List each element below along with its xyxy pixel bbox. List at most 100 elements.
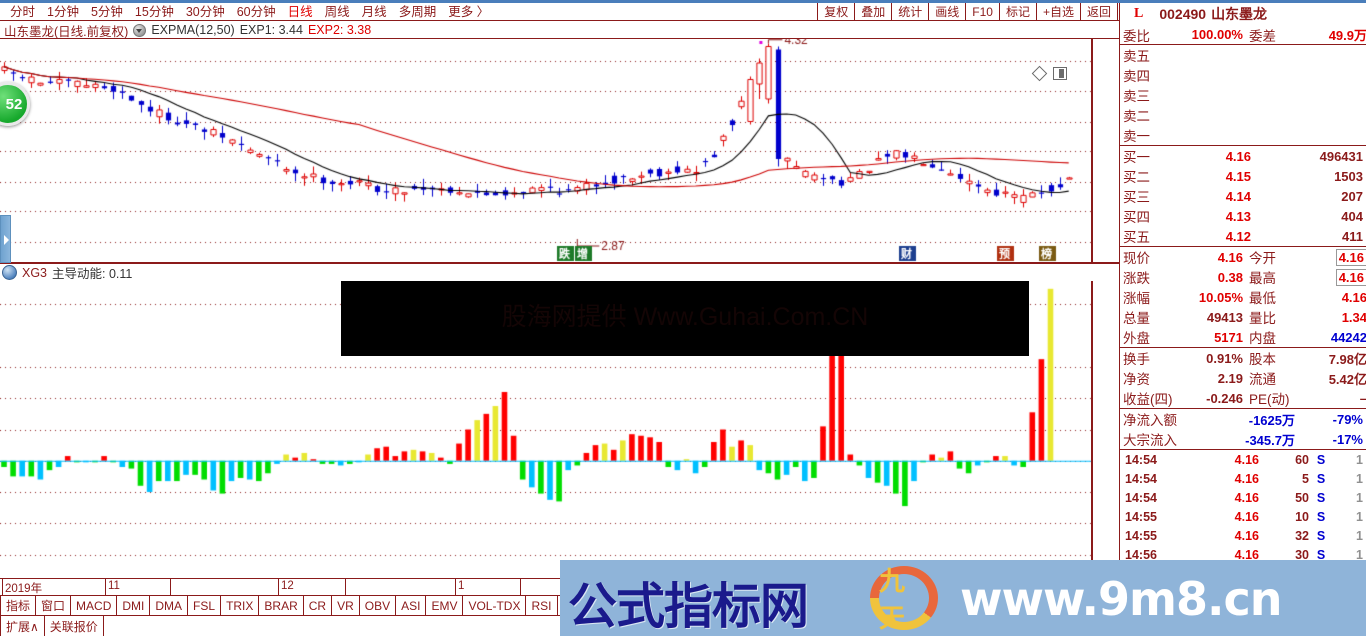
- stock-name: 山东墨龙: [1211, 6, 1268, 22]
- tool-F10[interactable]: F10: [965, 3, 999, 21]
- indicator-button-VOL-TDX[interactable]: VOL-TDX: [463, 596, 527, 615]
- tick-row[interactable]: 14:55 4.16 32 S 1: [1120, 526, 1366, 545]
- indicator-code: XG3: [22, 265, 48, 280]
- period-9[interactable]: 多周期: [398, 4, 437, 19]
- indicator-button-EMV[interactable]: EMV: [426, 596, 464, 615]
- period-1[interactable]: 1分钟: [47, 4, 79, 19]
- bid-label: 买三: [1123, 190, 1150, 205]
- tool-标记[interactable]: 标记: [998, 3, 1036, 21]
- quote-key2: 量比: [1249, 311, 1276, 326]
- indicator-button-MACD[interactable]: MACD: [71, 596, 118, 615]
- tick-row[interactable]: 14:54 4.16 60 S 1: [1120, 450, 1366, 469]
- bid-row[interactable]: 买二 4.15 1503: [1120, 166, 1366, 186]
- tool-统计[interactable]: 统计: [891, 3, 928, 21]
- indicator-button-窗口[interactable]: 窗口: [36, 596, 72, 615]
- fund-value: 2.19: [1217, 370, 1243, 386]
- chart-indicator-label[interactable]: EXPMA(12,50): [151, 23, 235, 37]
- tick-count: 1: [1356, 547, 1363, 562]
- indicator-button-CR[interactable]: CR: [304, 596, 333, 615]
- tick-list[interactable]: 14:54 4.16 60 S 1 14:54 4.16 5 S 1 14:54 4.16 50 S 1 14…: [1120, 449, 1366, 564]
- bid-price: 4.14: [1225, 188, 1251, 204]
- sidebar-expand-handle[interactable]: [0, 215, 11, 263]
- bid-price: 4.12: [1225, 228, 1251, 244]
- banner-url: www.9m8.cn: [960, 572, 1282, 626]
- indicator-button-OBV[interactable]: OBV: [360, 596, 397, 615]
- fund-key: 换手: [1123, 352, 1150, 367]
- tool-+自选[interactable]: +自选: [1035, 3, 1080, 21]
- tick-direction: S: [1316, 490, 1326, 505]
- ask-row[interactable]: 卖一: [1120, 125, 1366, 145]
- tool-复权[interactable]: 复权: [817, 3, 854, 21]
- diamond-icon[interactable]: [1031, 65, 1048, 82]
- bid-qty: 411: [1342, 228, 1363, 244]
- ask-list: 卖五 卖四 卖三 卖二 卖一: [1120, 45, 1366, 145]
- indicator-button-RSI[interactable]: RSI: [526, 596, 558, 615]
- period-3[interactable]: 15分钟: [134, 4, 174, 19]
- ask-row[interactable]: 卖二: [1120, 105, 1366, 125]
- flow-pct: -17%: [1332, 431, 1363, 447]
- quote-value2: 4.16: [1341, 289, 1366, 305]
- ext-button-扩展∧[interactable]: 扩展∧: [0, 616, 45, 636]
- bid-row[interactable]: 买三 4.14 207: [1120, 186, 1366, 206]
- quote-key2: 最高: [1249, 271, 1276, 286]
- tick-time: 14:54: [1125, 471, 1157, 486]
- indicator-button-ASI[interactable]: ASI: [396, 596, 427, 615]
- indicator-button-TRIX[interactable]: TRIX: [221, 596, 260, 615]
- banner-logo-text: 九天: [879, 566, 929, 633]
- fundamental-row: 净资 2.19 流通 5.42亿: [1120, 368, 1366, 388]
- tick-row[interactable]: 14:56 4.16 30 S 1: [1120, 545, 1366, 564]
- quote-value: 4.16: [1217, 249, 1243, 265]
- indicator-button-VR[interactable]: VR: [332, 596, 360, 615]
- indicator-button-BRAR[interactable]: BRAR: [259, 596, 304, 615]
- quote-value: 10.05%: [1198, 289, 1243, 305]
- advertisement-banner[interactable]: 公式指标网 九天 www.9m8.cn: [560, 560, 1366, 636]
- indicator-button-DMA[interactable]: DMA: [150, 596, 189, 615]
- ext-button-关联报价[interactable]: 关联报价: [45, 616, 104, 636]
- flow-value: -345.7万: [1245, 432, 1295, 448]
- indicator-button-FSL[interactable]: FSL: [188, 596, 222, 615]
- tool-画线[interactable]: 画线: [928, 3, 965, 21]
- bid-row[interactable]: 买一 4.16 496431: [1120, 146, 1366, 166]
- period-4[interactable]: 30分钟: [185, 4, 225, 19]
- period-10[interactable]: 更多 〉: [448, 4, 490, 19]
- tool-返回[interactable]: 返回: [1079, 3, 1118, 21]
- period-8[interactable]: 月线: [361, 4, 387, 19]
- period-6[interactable]: 日线: [287, 4, 313, 19]
- indicator-toggle-icon[interactable]: [2, 265, 17, 280]
- ask-row[interactable]: 卖三: [1120, 85, 1366, 105]
- period-2[interactable]: 5分钟: [90, 4, 123, 19]
- period-5[interactable]: 60分钟: [236, 4, 276, 19]
- quote-value: 0.38: [1217, 269, 1243, 285]
- tick-price: 4.16: [1234, 471, 1259, 486]
- fund-key: 净资: [1123, 372, 1150, 387]
- layout-icon[interactable]: [1053, 67, 1067, 80]
- quote-value2: 4.16: [1297, 248, 1366, 266]
- ask-row[interactable]: 卖四: [1120, 65, 1366, 85]
- indicator-button-指标[interactable]: 指标: [0, 596, 37, 615]
- date-label: 1: [458, 580, 465, 592]
- bid-row[interactable]: 买四 4.13 404: [1120, 206, 1366, 226]
- period-0[interactable]: 分时: [10, 4, 36, 19]
- diff-label: 委差: [1249, 28, 1276, 44]
- chevron-down-icon[interactable]: [133, 23, 147, 37]
- tick-time: 14:54: [1125, 490, 1157, 505]
- flow-pct: -79%: [1332, 411, 1363, 427]
- tool-叠加[interactable]: 叠加: [854, 3, 891, 21]
- bid-row[interactable]: 买五 4.12 411: [1120, 226, 1366, 246]
- tick-price: 4.16: [1234, 547, 1259, 562]
- ask-row[interactable]: 卖五: [1120, 45, 1366, 65]
- price-chart-pane[interactable]: [0, 39, 1119, 264]
- stock-code: 002490: [1159, 6, 1207, 22]
- indicator-button-DMI[interactable]: DMI: [117, 596, 151, 615]
- bid-qty: 496431: [1319, 148, 1363, 164]
- quote-key: 总量: [1123, 311, 1150, 326]
- diff-value: 49.9万: [1328, 28, 1366, 43]
- flow-value: -1625万: [1248, 412, 1295, 428]
- banner-title: 公式指标网: [568, 578, 809, 635]
- tick-row[interactable]: 14:54 4.16 5 S 1: [1120, 469, 1366, 488]
- quote-value: 49413: [1206, 309, 1243, 325]
- banner-logo-icon: 九天: [870, 566, 938, 633]
- period-7[interactable]: 周线: [324, 4, 350, 19]
- tick-row[interactable]: 14:54 4.16 50 S 1: [1120, 488, 1366, 507]
- tick-row[interactable]: 14:55 4.16 10 S 1: [1120, 507, 1366, 526]
